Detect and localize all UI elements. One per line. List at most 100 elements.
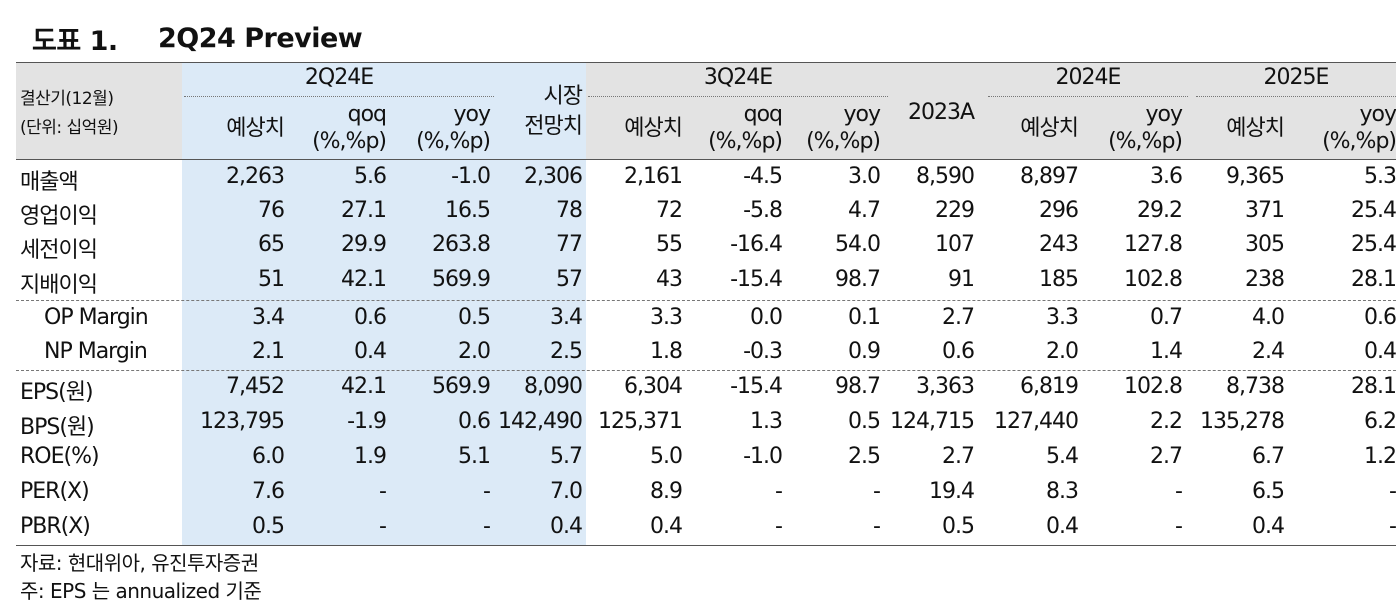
group-3q24e: 3Q24E: [703, 65, 773, 90]
table-cell: 2.4: [1252, 339, 1285, 364]
table-cell: 3.3: [650, 305, 683, 330]
highlight-band-2q24e: [182, 62, 586, 546]
table-cell: 127,440: [994, 409, 1079, 434]
table-cell: 3.6: [1150, 164, 1183, 189]
table-cell: 7.6: [252, 479, 285, 504]
table-cell: -5.8: [743, 198, 783, 223]
table-cell: 51: [258, 267, 285, 292]
col-2q24e-qoq: qoq: [347, 102, 387, 127]
col-2q24e-yoy-unit: (%,%p): [416, 129, 491, 154]
table-cell: 29.2: [1137, 198, 1183, 223]
table-cell: -: [873, 514, 881, 539]
table-cell: 0.5: [252, 514, 285, 539]
col-3q24e-qoq-unit: (%,%p): [708, 129, 783, 154]
table-cell: 3.0: [848, 164, 881, 189]
table-cell: 127.8: [1124, 232, 1183, 257]
table-cell: 4.0: [1252, 305, 1285, 330]
table-cell: -16.4: [730, 232, 783, 257]
table-cell: 0.4: [550, 514, 583, 539]
group-underline-3q24e: [588, 96, 888, 97]
table-cell: 6.5: [1252, 479, 1285, 504]
table-cell: 77: [556, 232, 583, 257]
table-cell: 6,819: [1020, 374, 1079, 399]
row-label: NP Margin: [44, 339, 148, 364]
col-3q24e-yoy: yoy: [843, 102, 881, 127]
table-cell: 2.7: [942, 444, 975, 469]
col-2025e-yoy: yoy: [1359, 102, 1396, 127]
row-label: EPS(원): [20, 380, 94, 405]
table-cell: 91: [948, 267, 975, 292]
table-cell: -1.0: [743, 444, 783, 469]
table-cell: 2,263: [226, 164, 285, 189]
table-cell: 72: [656, 198, 683, 223]
table-cell: 263.8: [432, 232, 491, 257]
col-2024e-est: 예상치: [1020, 116, 1079, 141]
table-cell: 0.0: [750, 305, 783, 330]
col-market-line1: 시장: [543, 84, 583, 109]
table-cell: 8,897: [1020, 164, 1079, 189]
table-cell: 0.5: [942, 514, 975, 539]
table-cell: 0.1: [848, 305, 881, 330]
table-cell: 54.0: [835, 232, 881, 257]
table-cell: 305: [1245, 232, 1285, 257]
table-cell: 371: [1245, 198, 1285, 223]
table-cell: 6.0: [252, 444, 285, 469]
group-underline-2025e: [1196, 96, 1396, 97]
table-cell: 8.9: [650, 479, 683, 504]
table-cell: -: [1389, 514, 1396, 539]
table-cell: 0.6: [458, 409, 491, 434]
table-cell: 1.2: [1364, 444, 1396, 469]
table-heading: 2Q24 Preview: [158, 22, 363, 54]
table-cell: 16.5: [445, 198, 491, 223]
table-cell: 2,161: [624, 164, 683, 189]
table-cell: 0.4: [1046, 514, 1079, 539]
table-cell: 0.7: [1150, 305, 1183, 330]
table-cell: 6.7: [1252, 444, 1285, 469]
footnote-source: 자료: 현대위아, 유진투자증권: [20, 551, 259, 575]
table-cell: 42.1: [341, 267, 387, 292]
table-cell: -4.5: [743, 164, 783, 189]
table-cell: 125,371: [598, 409, 683, 434]
rule-bottom: [16, 545, 1396, 546]
table-cell: 2.5: [848, 444, 881, 469]
table-cell: 3.4: [252, 305, 285, 330]
row-label: 세전이익: [20, 238, 98, 263]
col-2q24e-qoq-unit: (%,%p): [312, 129, 387, 154]
group-underline-2024e: [988, 96, 1188, 97]
row-label: 지배이익: [20, 273, 98, 298]
rule-margin-start: [16, 300, 1396, 301]
table-cell: -1.0: [451, 164, 491, 189]
table-cell: 57: [556, 267, 583, 292]
table-cell: -0.3: [743, 339, 783, 364]
table-cell: 569.9: [432, 267, 491, 292]
row-label: PBR(X): [20, 514, 91, 539]
table-cell: 3,363: [916, 374, 975, 399]
table-cell: 8,590: [916, 164, 975, 189]
table-cell: 107: [935, 232, 975, 257]
table-cell: -: [1175, 514, 1183, 539]
table-cell: 102.8: [1124, 374, 1183, 399]
table-cell: 6,304: [624, 374, 683, 399]
table-cell: -: [379, 514, 387, 539]
table-cell: 28.1: [1351, 267, 1396, 292]
table-cell: 0.5: [458, 305, 491, 330]
table-cell: 1.8: [650, 339, 683, 364]
table-cell: 2.7: [1150, 444, 1183, 469]
table-cell: -: [873, 479, 881, 504]
col-3q24e-qoq: qoq: [743, 102, 783, 127]
table-cell: 4.7: [848, 198, 881, 223]
col-2024e-yoy-unit: (%,%p): [1108, 129, 1183, 154]
table-cell: 25.4: [1351, 198, 1396, 223]
table-cell: 124,715: [890, 409, 975, 434]
group-2025e: 2025E: [1263, 65, 1330, 90]
table-cell: 2,306: [524, 164, 583, 189]
table-cell: 238: [1245, 267, 1285, 292]
table-cell: 296: [1039, 198, 1079, 223]
table-cell: 5.3: [1364, 164, 1396, 189]
row-label: 매출액: [20, 170, 79, 195]
table-cell: 8,090: [524, 374, 583, 399]
table-cell: 7.0: [550, 479, 583, 504]
col-2025e-yoy-unit: (%,%p): [1322, 129, 1396, 154]
row-label: 영업이익: [20, 204, 98, 229]
col-2024e-yoy: yoy: [1145, 102, 1183, 127]
